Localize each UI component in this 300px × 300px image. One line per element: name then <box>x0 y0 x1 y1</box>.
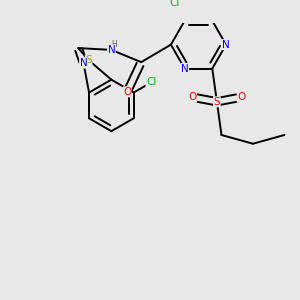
Text: H: H <box>112 40 117 49</box>
Text: O: O <box>123 87 131 97</box>
Text: O: O <box>237 92 245 102</box>
Text: N: N <box>222 40 230 50</box>
Text: Cl: Cl <box>169 0 180 8</box>
Text: Cl: Cl <box>146 77 156 87</box>
Text: N: N <box>108 45 115 55</box>
Text: N: N <box>181 64 189 74</box>
Text: S: S <box>214 97 220 107</box>
Text: S: S <box>85 55 92 65</box>
Text: O: O <box>188 92 196 102</box>
Text: N: N <box>80 58 87 68</box>
